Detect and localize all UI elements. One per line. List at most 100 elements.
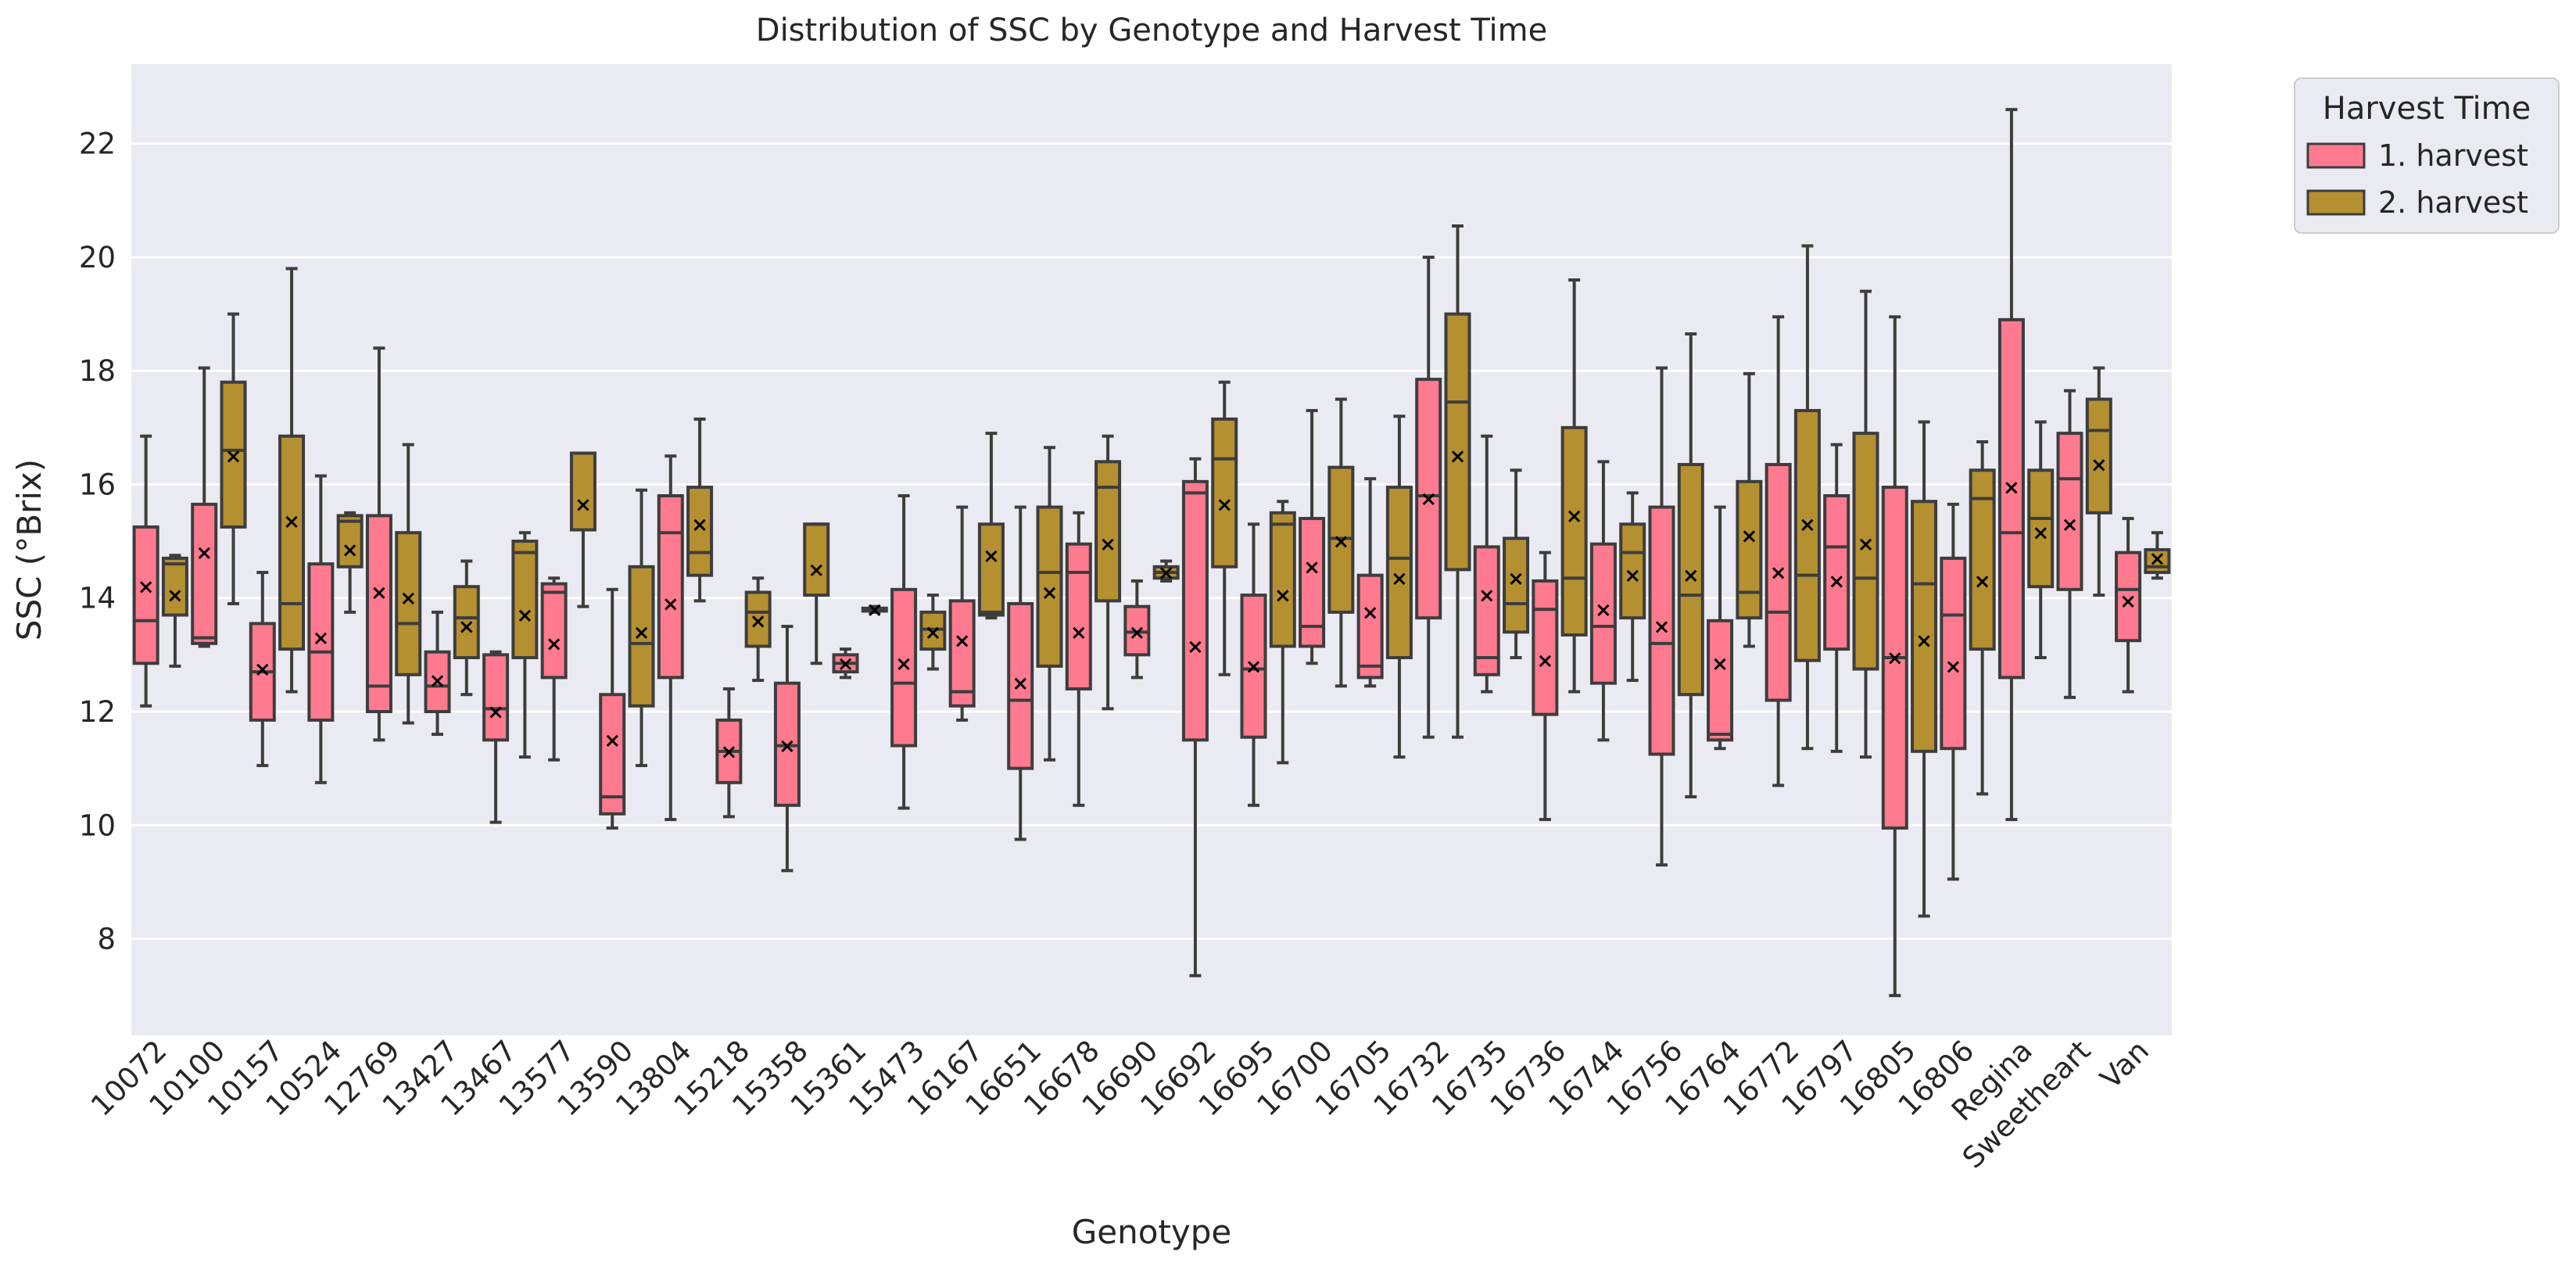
iqr-box [1356,573,1384,680]
box-13427-harvest-1: × [424,610,451,737]
box-13467-harvest-2: × [511,531,539,759]
mean-marker: × [312,627,329,651]
mean-marker: × [720,741,737,764]
iqr-box [511,540,539,660]
box-13577-harvest-1: × [540,576,568,762]
iqr-box [1181,479,1209,742]
box-Regina-harvest-2: × [2027,420,2055,659]
box-13804-harvest-1: × [657,454,684,821]
box-10100-harvest-2: × [220,312,247,605]
box-16744-harvest-2: × [1619,491,1646,683]
box-13590-harvest-1: × [599,587,626,830]
mean-marker: × [1012,672,1029,696]
iqr-box [1765,463,1792,702]
iqr-box [1269,511,1296,648]
y-tick-label-10: 10 [79,809,116,842]
iqr-box [569,451,597,532]
box-16797-harvest-1: × [1823,443,1850,753]
box-13804-harvest-2: × [686,417,714,603]
mean-marker: × [458,615,475,639]
box-16732-harvest-1: × [1415,255,1442,739]
mean-marker: × [1362,601,1379,625]
mean-marker: × [342,539,359,562]
mean-marker: × [1944,655,1962,679]
legend-label-harvest-2: 2. harvest [2378,185,2528,220]
mean-marker: × [546,633,563,656]
iqr-box [1503,536,1530,634]
y-tick-label-20: 20 [79,241,116,274]
box-16797-harvest-2: × [1852,289,1879,759]
iqr-box [1997,317,2025,680]
iqr-box [1095,460,1122,603]
mean-marker: × [895,652,912,676]
iqr-box [1707,619,1734,742]
box-16806-harvest-2: × [1969,440,1996,796]
mean-marker: × [254,658,271,682]
mean-marker: × [1770,561,1787,585]
y-tick-label-18: 18 [79,354,116,388]
box-16764-harvest-1: × [1707,505,1734,751]
box-16678-harvest-1: × [1065,511,1092,807]
box-Regina-harvest-1: × [1997,108,2025,821]
iqr-box [278,434,306,651]
iqr-box [1007,602,1034,770]
mean-marker: × [1303,556,1320,579]
mean-marker: × [2003,476,2020,500]
box-16692-harvest-1: × [1181,457,1209,977]
iqr-box [482,653,510,742]
mean-marker: × [633,621,650,644]
box-16678-harvest-2: × [1095,434,1122,711]
box-13590-harvest-2: × [628,488,655,767]
iqr-box [1911,500,1938,753]
mean-marker: × [138,576,155,599]
iqr-box [1793,409,1821,662]
box-13577-harvest-2: × [569,451,597,608]
x-axis-label: Genotype [1072,1213,1232,1251]
iqr-box [424,650,451,713]
mean-marker: × [195,542,213,565]
iqr-box [540,582,568,680]
mean-marker: × [1653,615,1671,639]
mean-marker: × [1158,561,1175,585]
iqr-box [1589,542,1617,685]
mean-marker: × [2148,547,2166,571]
iqr-box [1415,378,1442,620]
mean-marker: × [866,598,883,622]
iqr-box [2085,397,2112,515]
mean-marker: × [750,610,767,633]
box-10157-harvest-2: × [278,267,306,694]
box-10524-harvest-1: × [307,474,335,784]
legend-swatch-harvest-2 [2306,189,2366,216]
box-16167-harvest-1: × [948,505,976,722]
box-16744-harvest-1: × [1589,460,1617,742]
box-13467-harvest-1: × [482,650,510,824]
box-16692-harvest-2: × [1211,380,1238,676]
legend-label-harvest-1: 1. harvest [2378,138,2528,173]
box-Sweetheart-harvest-2: × [2085,366,2112,597]
box-16736-harvest-1: × [1532,551,1559,821]
iqr-box [1940,556,1967,751]
box-16705-harvest-2: × [1385,414,1413,759]
legend-swatch-harvest-1 [2306,142,2366,169]
mean-marker: × [283,511,300,534]
box-16764-harvest-2: × [1736,371,1763,648]
iqr-box [1532,579,1559,716]
mean-marker: × [2119,590,2137,613]
mean-marker: × [1624,565,1641,588]
mean-marker: × [1974,570,1991,594]
box-16695-harvest-2: × [1269,500,1296,765]
y-axis-ticks: 8 10 12 14 16 18 20 22 [79,127,116,956]
box-Sweetheart-harvest-1: × [2056,389,2083,699]
mean-marker: × [1886,647,1904,670]
iqr-box [1677,463,1704,697]
iqr-box [453,585,480,659]
box-16690-harvest-2: × [1152,559,1180,585]
mean-marker: × [954,629,971,653]
iqr-box [1823,494,1850,651]
box-16651-harvest-1: × [1007,505,1034,841]
iqr-box [1560,425,1588,637]
box-15358-harvest-2: × [803,522,830,665]
box-15218-harvest-2: × [744,576,772,683]
iqr-box [1036,505,1063,668]
